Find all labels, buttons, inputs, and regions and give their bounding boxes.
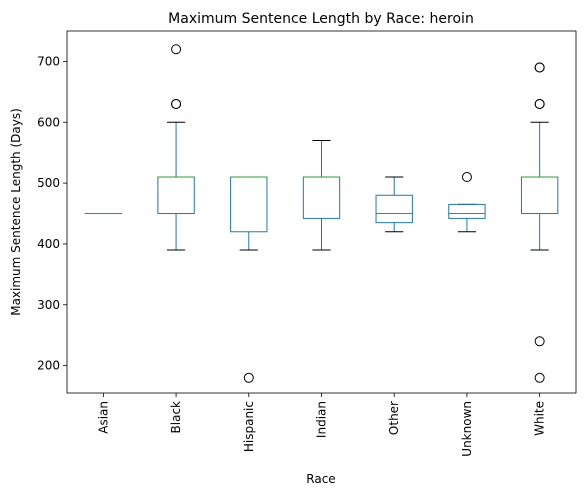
- outlier-point: [171, 44, 182, 55]
- x-tick-label: White: [533, 401, 547, 436]
- y-tick-label: 500: [37, 176, 60, 190]
- x-tick-label: Asian: [96, 401, 110, 434]
- x-axis-title: Race: [306, 472, 335, 486]
- y-tick-label: 300: [37, 298, 60, 312]
- x-axis: Asian Black Hispanic Indian Other Unknown Whit…: [96, 393, 547, 457]
- x-tick-label: Hispanic: [242, 401, 256, 452]
- y-axis-title: Maximum Sentence Length (Days): [9, 108, 23, 316]
- outlier-point: [534, 372, 545, 383]
- box-group-indian: [302, 140, 341, 251]
- axes-frame: [66, 30, 577, 394]
- y-tick-label: 400: [37, 237, 60, 251]
- y-tick-label: 600: [37, 115, 60, 129]
- box-group-other: [375, 176, 413, 233]
- x-tick-label: Black: [169, 401, 183, 434]
- box-group-hispanic: [230, 176, 268, 383]
- outlier-point: [534, 336, 545, 347]
- chart-title: Maximum Sentence Length by Race: heroin: [168, 11, 474, 27]
- x-tick-label: Unknown: [460, 401, 474, 457]
- plot-area: [66, 30, 577, 394]
- box: [448, 203, 486, 219]
- box: [302, 176, 341, 219]
- x-tick-label: Other: [387, 401, 401, 435]
- outlier-point: [243, 372, 254, 383]
- y-axis: 200 300 400 500 600 700: [37, 54, 67, 373]
- box: [520, 176, 559, 215]
- y-tick-label: 200: [37, 359, 60, 373]
- box: [157, 176, 195, 215]
- outlier-point: [461, 172, 472, 183]
- box-group-black: [157, 44, 195, 251]
- box: [375, 194, 413, 224]
- outlier-point: [171, 99, 182, 110]
- box: [230, 176, 268, 233]
- outlier-point: [534, 99, 545, 110]
- box-group-unknown: [448, 172, 486, 233]
- y-tick-label: 700: [37, 54, 60, 68]
- x-tick-label: Indian: [315, 401, 329, 438]
- box-group-white: [520, 62, 559, 383]
- outlier-point: [534, 62, 545, 73]
